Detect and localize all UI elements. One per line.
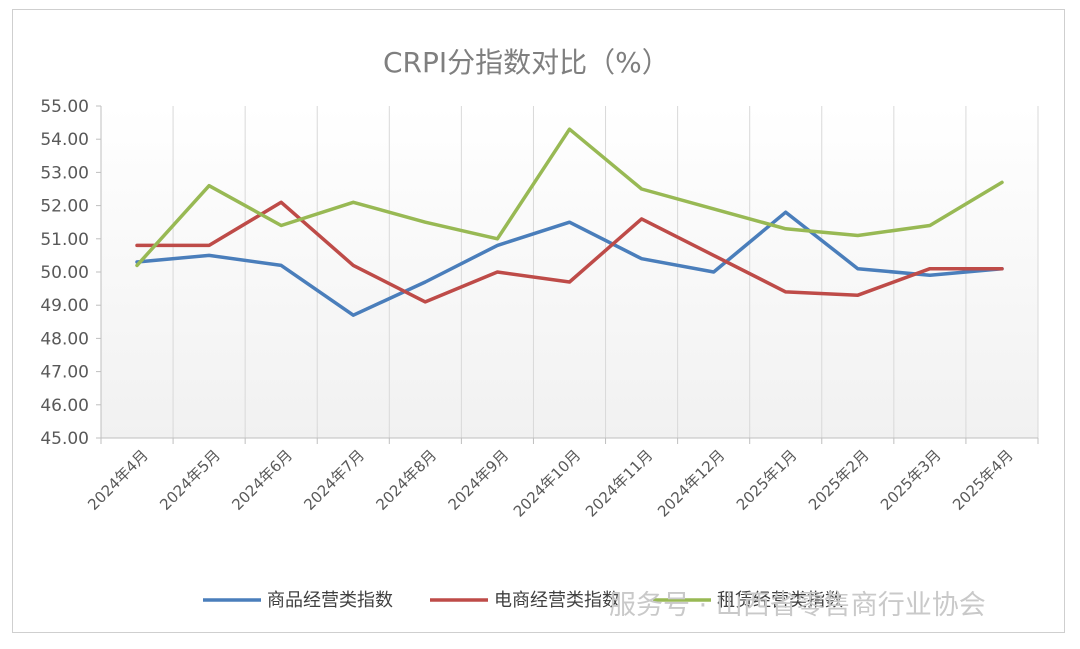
x-tick-label: 2025年1月 [733, 446, 801, 514]
x-tick-label: 2024年9月 [445, 446, 513, 514]
x-tick-label: 2024年8月 [372, 446, 440, 514]
x-tick-label: 2025年4月 [949, 446, 1017, 514]
legend-entry: 商品经营类指数 [203, 590, 393, 611]
legend-entry: 电商经营类指数 [430, 590, 620, 611]
legend-label: 租赁经营类指数 [717, 590, 843, 611]
x-tick-label: 2024年4月 [84, 446, 152, 514]
line-chart: 45.00 46.00 47.00 48.00 49.00 50.00 51.00 52.00… [40, 46, 1039, 621]
legend-label: 电商经营类指数 [494, 590, 620, 611]
series-line [135, 210, 1004, 317]
x-tick-label: 2024年6月 [228, 446, 296, 514]
legend-entry: 租赁经营类指数 [653, 590, 843, 611]
y-tick-label: 55.00 [40, 97, 89, 117]
watermark: 服务号 · 山西省零售商行业协会 [609, 590, 986, 621]
y-tick-label: 54.00 [40, 130, 89, 150]
legend: 商品经营类指数 电商经营类指数 租赁经营类指数 [203, 590, 843, 611]
series-line [135, 200, 1004, 304]
x-tick-label: 2024年5月 [156, 446, 224, 514]
y-tick-label: 52.00 [40, 197, 89, 217]
x-tick-label: 2024年7月 [300, 446, 368, 514]
legend-label: 商品经营类指数 [267, 590, 393, 611]
chart-frame: 45.00 46.00 47.00 48.00 49.00 50.00 51.00 52.00… [12, 9, 1065, 633]
chart-title: CRPI分指数对比（%） [383, 46, 670, 79]
y-tick-label: 51.00 [40, 230, 89, 250]
series-lines [135, 127, 1004, 317]
y-tick-label: 47.00 [40, 363, 89, 383]
y-tick-label: 50.00 [40, 263, 89, 283]
y-tick-label: 49.00 [40, 296, 89, 316]
y-tick-label: 53.00 [40, 163, 89, 183]
x-tick-label: 2024年12月 [654, 446, 728, 520]
x-tick-label: 2024年11月 [582, 446, 656, 520]
y-tick-label: 48.00 [40, 329, 89, 349]
series-line [135, 127, 1004, 268]
x-tick-label: 2025年3月 [877, 446, 945, 514]
y-tick-label: 45.00 [40, 429, 89, 449]
x-tick-label: 2025年2月 [805, 446, 873, 514]
x-tick-label: 2024年10月 [510, 446, 584, 520]
y-tick-label: 46.00 [40, 396, 89, 416]
